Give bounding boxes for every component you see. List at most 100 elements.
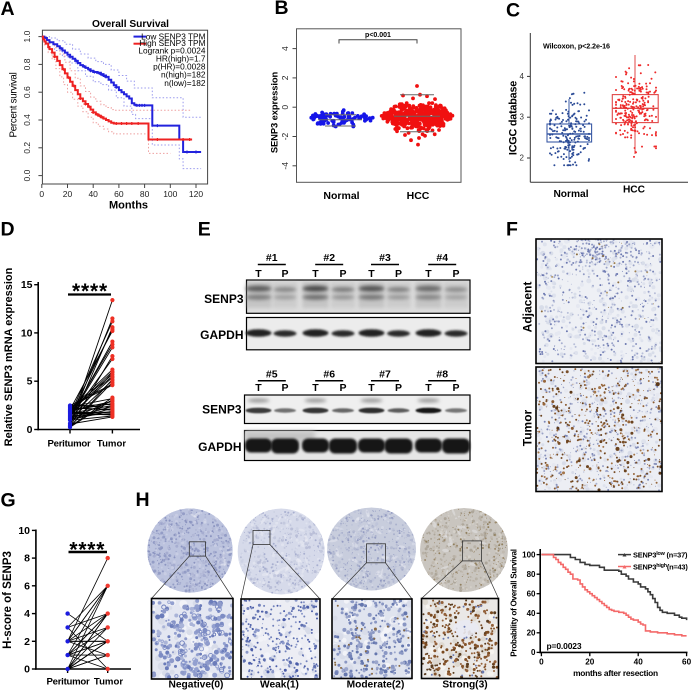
svg-text:SENP3 expression: SENP3 expression xyxy=(269,72,280,154)
svg-text:-4: -4 xyxy=(280,162,290,170)
svg-text:80: 80 xyxy=(140,189,150,199)
svg-text:D: D xyxy=(1,219,15,241)
svg-text:Negative(0): Negative(0) xyxy=(169,680,224,691)
svg-text:p<0.001: p<0.001 xyxy=(365,32,391,39)
svg-text:2: 2 xyxy=(520,154,525,163)
svg-text:2: 2 xyxy=(280,75,290,80)
svg-text:****: **** xyxy=(69,538,105,561)
svg-text:P: P xyxy=(281,382,288,394)
svg-text:T: T xyxy=(255,268,262,280)
svg-text:0: 0 xyxy=(27,424,33,436)
svg-text:n(low)=182: n(low)=182 xyxy=(164,78,206,88)
svg-text:20: 20 xyxy=(63,189,73,199)
svg-text:GAPDH: GAPDH xyxy=(200,328,243,342)
svg-text:Moderate(2): Moderate(2) xyxy=(347,680,405,691)
svg-text:T: T xyxy=(312,268,319,280)
svg-text:SENP3high(n=43): SENP3high(n=43) xyxy=(633,562,688,571)
svg-text:#7: #7 xyxy=(379,369,391,381)
svg-text:4: 4 xyxy=(280,46,290,51)
svg-text:40: 40 xyxy=(634,658,644,667)
svg-text:6: 6 xyxy=(24,580,30,592)
svg-text:0.6: 0.6 xyxy=(22,86,32,98)
svg-text:T: T xyxy=(368,268,375,280)
svg-text:2: 2 xyxy=(24,636,30,648)
svg-text:100: 100 xyxy=(163,189,177,199)
svg-text:Wilcoxon, p<2.2e-16: Wilcoxon, p<2.2e-16 xyxy=(543,42,610,51)
svg-text:60: 60 xyxy=(682,658,692,667)
svg-text:0.2: 0.2 xyxy=(22,142,32,154)
svg-text:Months: Months xyxy=(109,200,148,212)
svg-text:A: A xyxy=(1,0,15,20)
svg-text:0.4: 0.4 xyxy=(22,114,32,126)
svg-text:120: 120 xyxy=(189,189,203,199)
svg-text:0: 0 xyxy=(24,664,30,676)
svg-text:5: 5 xyxy=(27,376,33,388)
svg-text:40: 40 xyxy=(527,609,536,618)
svg-text:-2: -2 xyxy=(280,132,290,140)
svg-text:Weak(1): Weak(1) xyxy=(260,680,299,691)
svg-text:0: 0 xyxy=(531,648,536,657)
svg-text:H-score of SENP3: H-score of SENP3 xyxy=(2,551,14,649)
svg-text:Percent survival: Percent survival xyxy=(9,72,20,137)
svg-text:#2: #2 xyxy=(323,252,335,264)
svg-text:Tumor: Tumor xyxy=(521,409,535,446)
svg-text:T: T xyxy=(425,268,432,280)
svg-text:SENP3low (n=37): SENP3low (n=37) xyxy=(633,550,688,559)
svg-text:T: T xyxy=(425,382,432,394)
svg-text:P: P xyxy=(452,382,459,394)
svg-text:Peritumor: Peritumor xyxy=(46,677,90,688)
svg-text:0.0: 0.0 xyxy=(22,169,32,181)
svg-text:Low SENP3 TPM: Low SENP3 TPM xyxy=(141,31,205,41)
svg-text:C: C xyxy=(506,0,520,21)
svg-text:Tumor: Tumor xyxy=(97,439,126,450)
svg-text:E: E xyxy=(198,219,211,241)
svg-text:20: 20 xyxy=(585,658,595,667)
svg-text:SENP3: SENP3 xyxy=(204,292,244,306)
svg-text:15: 15 xyxy=(21,279,33,291)
svg-text:60: 60 xyxy=(527,590,536,599)
svg-text:P: P xyxy=(452,268,459,280)
svg-text:Probability of Overall Surviva: Probability of Overall Survival xyxy=(510,549,519,656)
svg-text:#4: #4 xyxy=(436,252,448,264)
svg-text:3: 3 xyxy=(520,113,525,122)
svg-text:T: T xyxy=(312,382,319,394)
svg-text:0: 0 xyxy=(539,658,544,667)
svg-text:ICGC database: ICGC database xyxy=(508,81,520,155)
svg-text:80: 80 xyxy=(527,570,536,579)
svg-text:Normal: Normal xyxy=(553,189,588,200)
svg-text:Tumor: Tumor xyxy=(94,677,123,688)
svg-text:HCC: HCC xyxy=(407,190,430,202)
svg-text:High SENP3 TPM: High SENP3 TPM xyxy=(139,38,205,48)
svg-text:#6: #6 xyxy=(323,369,335,381)
svg-text:G: G xyxy=(1,490,16,512)
svg-text:SENP3: SENP3 xyxy=(202,403,242,417)
svg-text:p(HR)=0.0028: p(HR)=0.0028 xyxy=(153,61,206,71)
svg-text:20: 20 xyxy=(527,629,536,638)
svg-text:Normal: Normal xyxy=(323,190,359,202)
svg-text:P: P xyxy=(395,382,402,394)
svg-text:p=0.0023: p=0.0023 xyxy=(547,641,582,651)
svg-text:0.8: 0.8 xyxy=(22,58,32,70)
svg-text:Logrank p=0.0024: Logrank p=0.0024 xyxy=(138,46,206,56)
svg-text:Relative SENP3 mRNA expression: Relative SENP3 mRNA expression xyxy=(3,267,15,446)
svg-text:#1: #1 xyxy=(266,252,278,264)
svg-text:H: H xyxy=(136,489,150,511)
svg-text:HR(high)=1.7: HR(high)=1.7 xyxy=(156,53,206,63)
svg-text:P: P xyxy=(395,268,402,280)
svg-text:T: T xyxy=(368,382,375,394)
svg-text:100: 100 xyxy=(522,550,536,559)
svg-text:#3: #3 xyxy=(379,252,391,264)
svg-text:****: **** xyxy=(72,280,108,303)
svg-text:HCC: HCC xyxy=(623,185,646,196)
svg-text:F: F xyxy=(506,219,518,241)
svg-text:GAPDH: GAPDH xyxy=(198,440,241,454)
svg-text:0: 0 xyxy=(39,189,44,199)
svg-text:40: 40 xyxy=(88,189,98,199)
svg-text:Strong(3): Strong(3) xyxy=(442,680,487,691)
svg-text:P: P xyxy=(339,268,346,280)
svg-text:1.0: 1.0 xyxy=(22,30,32,42)
svg-text:10: 10 xyxy=(18,525,30,537)
svg-text:Overall Survival: Overall Survival xyxy=(92,19,169,30)
svg-text:0: 0 xyxy=(280,105,290,110)
svg-text:Peritumor: Peritumor xyxy=(47,439,91,450)
